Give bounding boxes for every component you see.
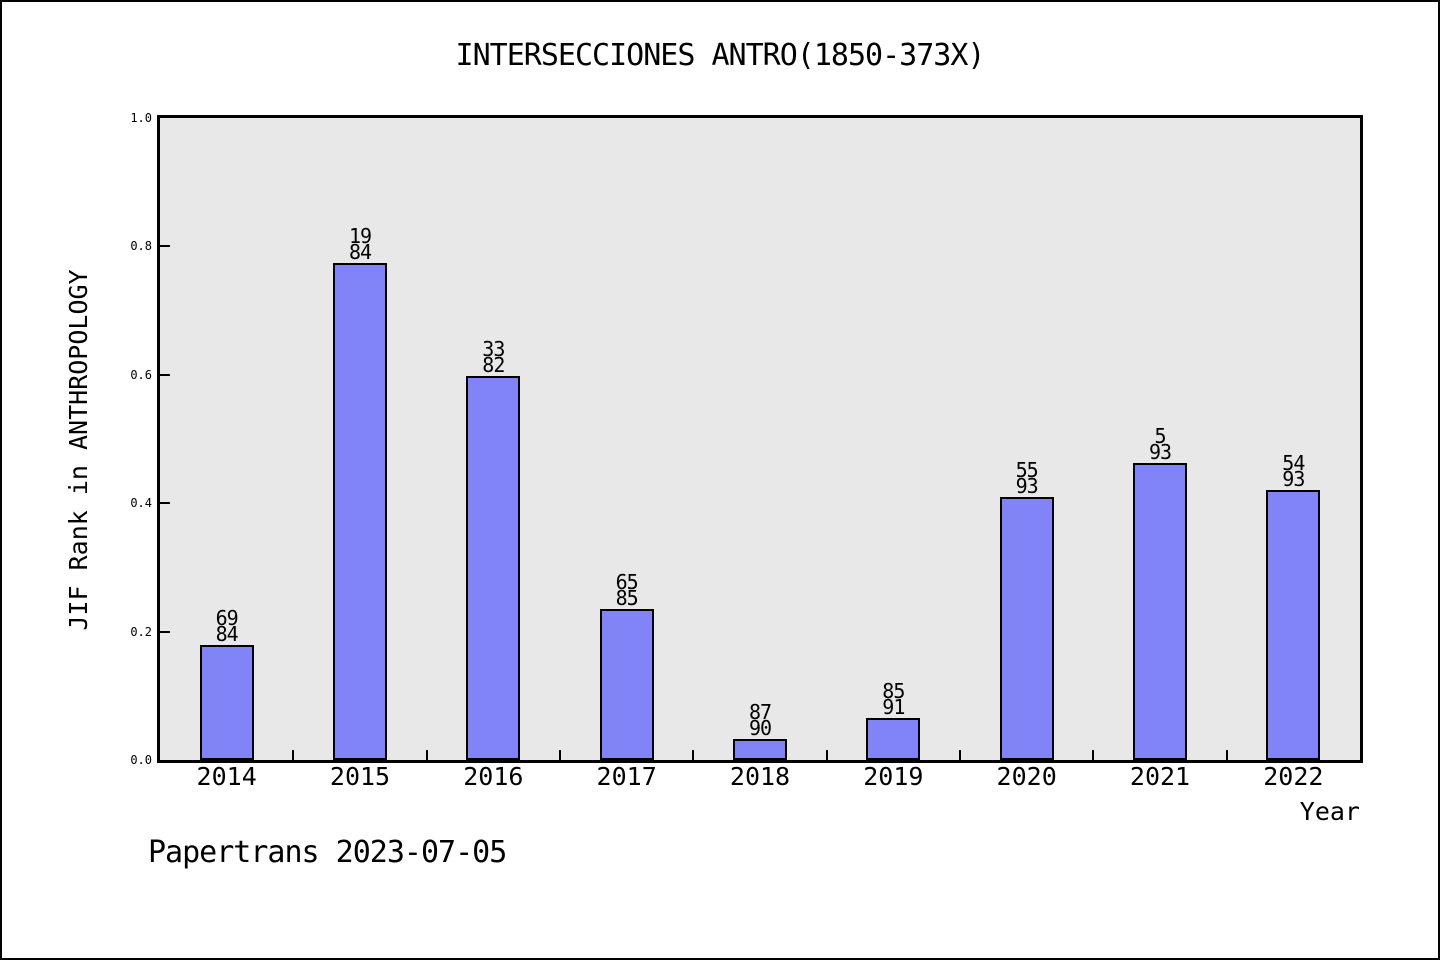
bar-value-label: 5 93 (1148, 423, 1172, 464)
x-tick (959, 750, 961, 760)
y-tick (160, 502, 170, 505)
y-tick-label: 1.0 (130, 111, 152, 125)
y-tick-label: 0.6 (130, 367, 152, 382)
y-axis-label: JIF Rank in ANTHROPOLOGY (64, 269, 93, 631)
bar (866, 717, 921, 760)
bar-value-label: 69 84 (215, 606, 239, 647)
x-tick-label: 2017 (596, 762, 657, 791)
chart-title: INTERSECCIONES ANTRO(1850-373X) (455, 38, 986, 73)
bar-value-label: 19 84 (348, 224, 372, 265)
x-tick (559, 750, 561, 760)
x-tick (1092, 750, 1095, 760)
bar (1133, 462, 1187, 760)
x-tick-label: 2018 (729, 762, 791, 791)
x-tick (292, 750, 295, 760)
y-tick (160, 630, 170, 633)
x-tick (692, 750, 695, 760)
x-tick-label: 2020 (996, 762, 1057, 791)
y-tick (160, 245, 170, 248)
x-tick (425, 750, 428, 760)
x-tick-label: 2022 (1263, 762, 1324, 791)
bar (999, 497, 1054, 760)
x-tick-label: 2019 (863, 762, 924, 791)
bar-value-label: 33 82 (482, 337, 505, 378)
x-tick-label: 2021 (1129, 762, 1191, 791)
bar-value-label: 54 93 (1282, 451, 1305, 492)
bar-value-label: 65 85 (615, 570, 639, 611)
y-tick-label: 0.4 (130, 496, 152, 511)
bar-value-label: 85 91 (882, 678, 905, 719)
bar (199, 645, 254, 760)
y-tick-label: 0.8 (130, 239, 152, 254)
bar-value-label: 55 93 (1015, 458, 1039, 499)
footer-watermark: Papertrans 2023-07-05 (148, 835, 507, 870)
bar (333, 263, 387, 760)
x-tick (825, 750, 828, 760)
x-axis-label: Year (1299, 797, 1360, 826)
bar (733, 738, 787, 760)
x-tick-label: 2016 (463, 762, 524, 791)
x-tick-label: 2014 (196, 762, 257, 791)
bar (1266, 490, 1321, 760)
y-tick (160, 373, 170, 376)
bar (466, 376, 521, 760)
x-tick (1225, 750, 1228, 760)
bar-value-label: 87 90 (748, 699, 772, 740)
bar (599, 609, 654, 760)
x-tick-label: 2015 (329, 762, 391, 791)
y-tick-label: 0.2 (130, 624, 152, 639)
y-tick-label: 0.0 (130, 753, 152, 767)
